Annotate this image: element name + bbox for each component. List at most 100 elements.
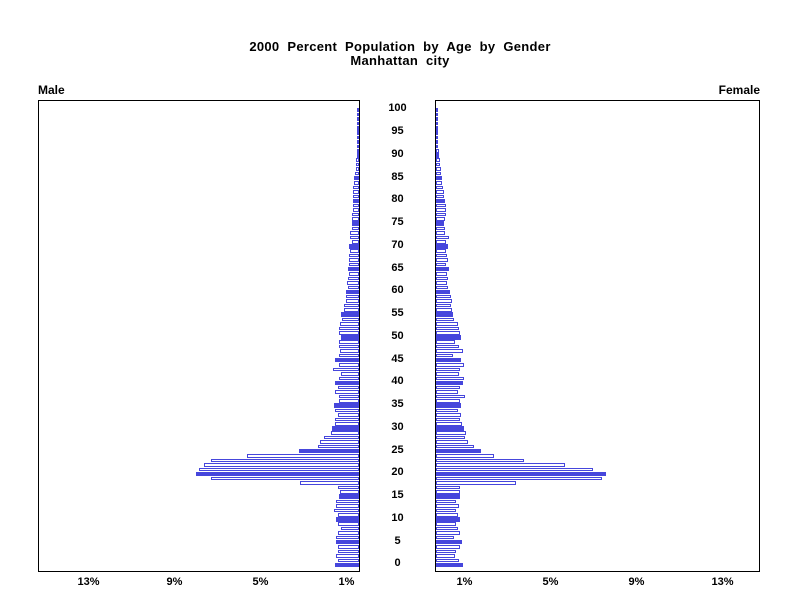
pyramid-bar-female-age-97 (436, 121, 438, 126)
pyramid-bar-female-age-78 (436, 208, 447, 212)
pyramid-bar-female-age-17 (436, 485, 460, 490)
pyramid-bar-female-age-51 (436, 331, 460, 335)
pyramid-bar-male-age-84 (354, 181, 359, 185)
pyramid-bar-male-age-10 (336, 517, 359, 522)
pyramid-bar-male-age-41 (338, 376, 359, 381)
pyramid-bar-female-age-94 (436, 135, 438, 139)
pyramid-bar-female-age-99 (436, 112, 438, 117)
pyramid-bar-male-age-13 (336, 504, 359, 508)
pyramid-bar-female-age-11 (436, 513, 458, 517)
pyramid-bar-male-age-82 (353, 190, 359, 194)
pyramid-bar-male-age-54 (341, 317, 359, 321)
percent-tick-label-male-13: 13% (77, 576, 100, 588)
pyramid-bar-female-age-34 (436, 408, 458, 412)
pyramid-bar-male-age-68 (349, 253, 359, 258)
pyramid-bar-male-age-50 (340, 335, 359, 340)
pyramid-bar-male-age-39 (337, 385, 359, 390)
age-tick-label-60: 60 (391, 284, 404, 297)
pyramid-bar-female-age-92 (436, 144, 439, 149)
pyramid-bar-male-age-88 (355, 162, 359, 167)
female-axis-label: Female (718, 83, 760, 97)
pyramid-bar-male-age-49 (338, 340, 359, 344)
pyramid-bar-female-age-52 (436, 326, 459, 331)
pyramid-bar-female-age-100 (436, 107, 438, 113)
pyramid-bar-male-age-67 (349, 258, 359, 262)
age-tick-label-15: 15 (391, 489, 404, 502)
pyramid-bar-female-age-72 (436, 235, 449, 240)
age-tick-label-65: 65 (391, 261, 404, 274)
pyramid-bar-male-age-35 (334, 403, 359, 408)
pyramid-bar-male-age-70 (349, 244, 359, 249)
pyramid-bar-male-age-36 (338, 399, 359, 403)
percent-tick-label-male-9: 9% (166, 576, 183, 588)
pyramid-bar-male-age-63 (348, 276, 359, 281)
pyramid-bar-female-age-50 (436, 335, 461, 340)
pyramid-bar-female-age-56 (436, 308, 453, 312)
pyramid-bar-female-age-60 (436, 289, 450, 295)
pyramid-bar-male-age-55 (340, 312, 359, 317)
pyramid-bar-male-age-92 (357, 144, 359, 149)
pyramid-bar-female-age-3 (436, 549, 457, 554)
pyramid-bar-male-age-30 (332, 426, 359, 431)
pyramid-bar-male-age-25 (298, 448, 359, 454)
pyramid-bar-male-age-44 (338, 363, 359, 367)
pyramid-bar-male-age-2 (336, 554, 359, 558)
pyramid-bar-female-age-37 (436, 394, 465, 399)
pyramid-bar-female-age-53 (436, 322, 458, 326)
pyramid-bar-male-age-6 (336, 535, 359, 540)
pyramid-bar-female-age-82 (436, 190, 444, 194)
age-tick-label-5: 5 (394, 534, 401, 547)
pyramid-bar-female-age-42 (436, 372, 459, 376)
pyramid-bar-male-age-59 (346, 294, 359, 299)
pyramid-bar-male-age-33 (337, 413, 359, 417)
pyramid-bar-male-age-51 (338, 331, 359, 335)
pyramid-bar-female-age-24 (436, 454, 495, 458)
pyramid-bar-male-age-1 (337, 558, 359, 563)
pyramid-bar-male-age-32 (335, 417, 359, 422)
pyramid-bar-female-age-21 (436, 467, 593, 472)
pyramid-bar-male-age-12 (334, 508, 359, 513)
pyramid-bar-male-age-18 (299, 481, 359, 485)
pyramid-bar-female-age-61 (436, 285, 448, 290)
pyramid-bar-male-age-87 (355, 167, 359, 171)
pyramid-bar-female-age-39 (436, 385, 460, 390)
pyramid-bar-male-age-37 (338, 394, 359, 399)
pyramid-bar-female-age-40 (436, 380, 463, 386)
pyramid-bar-female-age-55 (436, 312, 454, 317)
age-tick-label-40: 40 (391, 375, 404, 388)
pyramid-bar-female-age-83 (436, 185, 443, 190)
pyramid-bar-female-age-48 (436, 344, 459, 349)
pyramid-bar-female-age-96 (436, 126, 438, 130)
pyramid-bar-female-age-98 (436, 117, 438, 121)
pyramid-bar-male-age-93 (357, 140, 359, 144)
pyramid-bar-male-age-98 (357, 117, 359, 121)
pyramid-bar-female-age-31 (436, 422, 462, 426)
pyramid-bar-female-age-91 (436, 149, 439, 153)
pyramid-bar-female-age-41 (436, 376, 464, 381)
chart-title-line2: Manhattan city (350, 53, 450, 68)
percent-tick-label-female-5: 5% (542, 576, 559, 588)
pyramid-bar-female-age-65 (436, 266, 449, 272)
pyramid-bar-female-age-59 (436, 294, 451, 299)
pyramid-bar-male-age-15 (338, 494, 359, 499)
age-tick-label-95: 95 (391, 125, 404, 138)
pyramid-bar-female-age-87 (436, 167, 441, 171)
pyramid-bar-female-age-36 (436, 399, 460, 403)
pyramid-bar-female-age-58 (436, 299, 453, 303)
pyramid-bar-female-age-90 (436, 153, 440, 158)
pyramid-bar-male-age-100 (357, 107, 359, 113)
pyramid-bar-male-age-79 (352, 203, 359, 208)
pyramid-bar-male-age-46 (338, 353, 359, 358)
pyramid-bar-male-age-4 (337, 545, 359, 549)
pyramid-bar-female-age-6 (436, 535, 455, 540)
pyramid-bar-male-age-8 (340, 526, 359, 531)
pyramid-bar-male-age-29 (331, 431, 359, 435)
pyramid-bar-female-age-2 (436, 554, 456, 558)
pyramid-bar-male-age-81 (353, 194, 359, 199)
pyramid-bar-male-age-83 (353, 185, 359, 190)
pyramid-bar-male-age-66 (349, 262, 359, 267)
pyramid-bar-female-age-57 (436, 303, 451, 308)
pyramid-bar-male-age-94 (357, 135, 359, 139)
pyramid-bar-male-age-28 (323, 435, 359, 440)
